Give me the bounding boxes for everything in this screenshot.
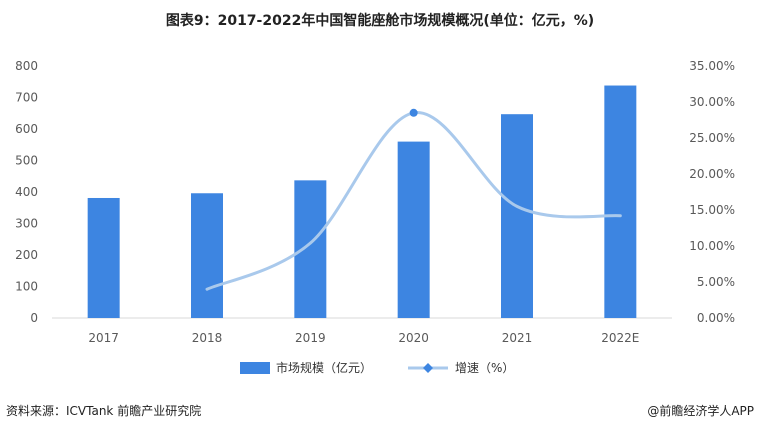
bar bbox=[397, 141, 430, 318]
x-tick-label: 2021 bbox=[502, 331, 533, 345]
left-tick-label: 600 bbox=[15, 122, 38, 136]
x-tick-label: 2017 bbox=[88, 331, 119, 345]
left-tick-label: 800 bbox=[15, 59, 38, 73]
right-tick-label: 20.00% bbox=[689, 167, 735, 181]
left-tick-label: 300 bbox=[15, 217, 38, 231]
bar bbox=[191, 193, 223, 318]
left-axis: 0 100 200 300 400 500 600 700 800 bbox=[15, 59, 38, 325]
x-tick-label: 2018 bbox=[192, 331, 223, 345]
legend: 市场规模（亿元） 增速（%） bbox=[240, 360, 514, 375]
bar bbox=[501, 114, 533, 318]
right-tick-label: 30.00% bbox=[689, 95, 735, 109]
right-tick-label: 5.00% bbox=[697, 275, 735, 289]
right-tick-label: 0.00% bbox=[697, 311, 735, 325]
left-tick-label: 200 bbox=[15, 248, 38, 262]
legend-swatch-bar bbox=[240, 362, 270, 374]
bar-series bbox=[87, 85, 637, 318]
left-tick-label: 700 bbox=[15, 91, 38, 105]
credit-note: @前瞻经济学人APP bbox=[647, 404, 754, 418]
bar bbox=[294, 180, 327, 318]
left-tick-label: 500 bbox=[15, 154, 38, 168]
right-tick-label: 15.00% bbox=[689, 203, 735, 217]
x-tick-label: 2020 bbox=[398, 331, 429, 345]
line-series bbox=[205, 108, 622, 291]
legend-label-line: 增速（%） bbox=[455, 361, 514, 375]
x-tick-label: 2022E bbox=[601, 331, 639, 345]
right-tick-label: 25.00% bbox=[689, 131, 735, 145]
left-tick-label: 100 bbox=[15, 280, 38, 294]
right-axis: 0.00% 5.00% 10.00% 15.00% 20.00% 25.00% 30.00%… bbox=[689, 59, 735, 325]
chart-title: 图表9：2017-2022年中国智能座舱市场规模概况(单位：亿元，%) bbox=[165, 13, 595, 29]
left-tick-label: 400 bbox=[15, 185, 38, 199]
right-tick-label: 10.00% bbox=[689, 239, 735, 253]
bar bbox=[87, 197, 120, 318]
line-point bbox=[409, 108, 418, 117]
legend-label-bar: 市场规模（亿元） bbox=[276, 360, 372, 375]
x-axis: 2017 2018 2019 2020 2021 2022E bbox=[88, 331, 639, 345]
source-note: 资料来源：ICVTank 前瞻产业研究院 bbox=[6, 404, 202, 418]
x-tick-label: 2019 bbox=[295, 331, 326, 345]
right-tick-label: 35.00% bbox=[689, 59, 735, 73]
legend-marker-icon bbox=[423, 363, 433, 373]
left-tick-label: 0 bbox=[30, 311, 38, 325]
bar bbox=[604, 85, 637, 318]
